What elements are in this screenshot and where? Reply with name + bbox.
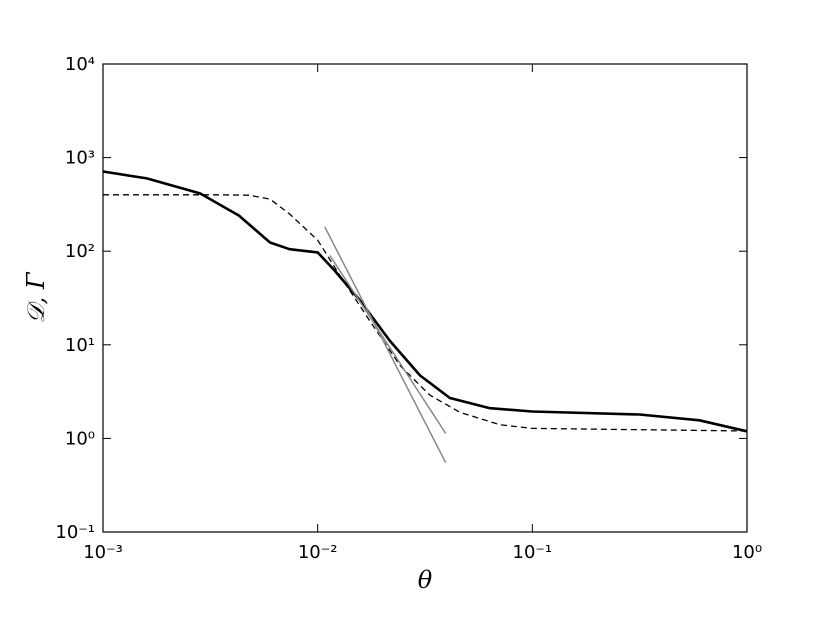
y-tick-label: 10⁻¹	[55, 522, 95, 543]
y-tick-label: 10³	[65, 148, 95, 169]
y-axis-label: 𝒟, Γ	[22, 271, 50, 323]
y-tick-label: 10¹	[65, 335, 95, 356]
data-line	[324, 226, 447, 464]
x-tick-label: 10⁰	[732, 542, 762, 563]
x-tick-label: 10⁻¹	[513, 542, 553, 563]
x-axis-label: θ	[418, 566, 433, 594]
data-line	[102, 170, 748, 433]
data-line	[329, 255, 447, 434]
y-tick-label: 10²	[65, 241, 95, 262]
y-tick-label: 10⁴	[65, 54, 95, 75]
x-tick-label: 10⁻²	[298, 542, 338, 563]
x-tick-label: 10⁻³	[83, 542, 123, 563]
plot-frame	[102, 63, 748, 533]
y-tick-label: 10⁰	[65, 428, 95, 449]
data-line	[103, 194, 748, 432]
